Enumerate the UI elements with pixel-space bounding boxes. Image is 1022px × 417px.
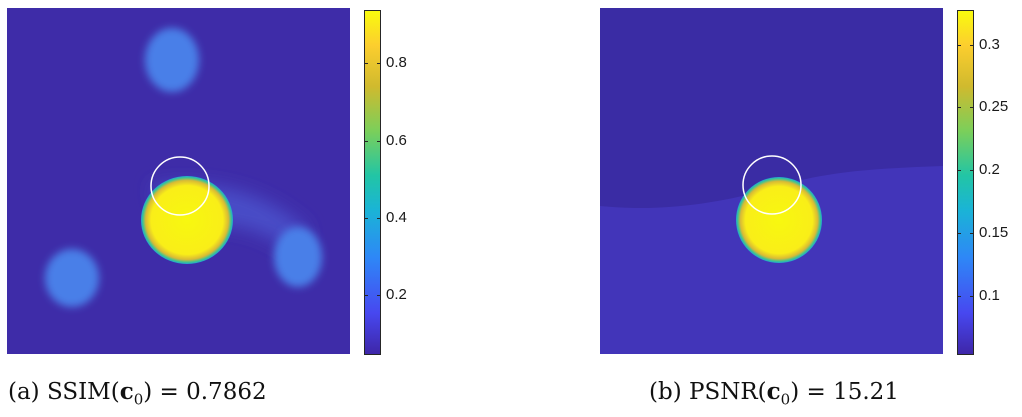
caption-ssim: (a) SSIM(c0) = 0.7862 [8,378,267,409]
colorbar-tick-label: 0.2 [979,161,1000,178]
blob-top [145,28,199,92]
heatmap-psnr-svg [600,8,943,354]
heatmap-psnr [600,8,943,354]
blob-left [45,249,99,307]
colorbar-tick-label: 0.2 [386,286,407,303]
caption-suffix: ) = 15.21 [790,379,899,405]
caption-var: c [119,378,134,405]
colorbar-psnr: 0.3 0.25 0.2 0.15 0.1 [957,10,1022,355]
panel-ssim: 0.8 0.6 0.4 0.2 (a) SSIM(c0) = 0.7862 [7,8,407,409]
panel-psnr: 0.3 0.25 0.2 0.15 0.1 (b) PSNR(c0) = 15.… [511,0,1022,417]
colorbar-gradient [364,10,381,355]
heatmap-ssim [7,8,350,354]
caption-sub: 0 [133,390,144,409]
colorbar-tick-label: 0.15 [979,224,1009,241]
caption-prefix: (a) SSIM( [8,379,120,405]
colorbar-tick-label: 0.25 [979,98,1009,115]
colorbar-tick-label: 0.8 [386,54,407,71]
caption-var: c [766,378,781,405]
yellow-disk [141,176,233,264]
caption-psnr: (b) PSNR(c0) = 15.21 [649,378,899,409]
colorbar-ssim: 0.8 0.6 0.4 0.2 [364,10,724,355]
caption-sub: 0 [780,390,791,409]
caption-suffix: ) = 0.7862 [143,379,267,405]
colorbar-tick-label: 0.4 [386,209,407,226]
blob-right [274,227,322,287]
caption-prefix: (b) PSNR( [649,379,767,405]
reference-circle [742,155,802,215]
colorbar-tick-label: 0.1 [979,287,1000,304]
colorbar-gradient [957,10,974,355]
reference-circle [150,156,210,216]
heatmap-ssim-svg [7,8,350,354]
yellow-disk [736,177,822,263]
colorbar-tick-label: 0.3 [979,36,1000,53]
colorbar-tick-label: 0.6 [386,132,407,149]
